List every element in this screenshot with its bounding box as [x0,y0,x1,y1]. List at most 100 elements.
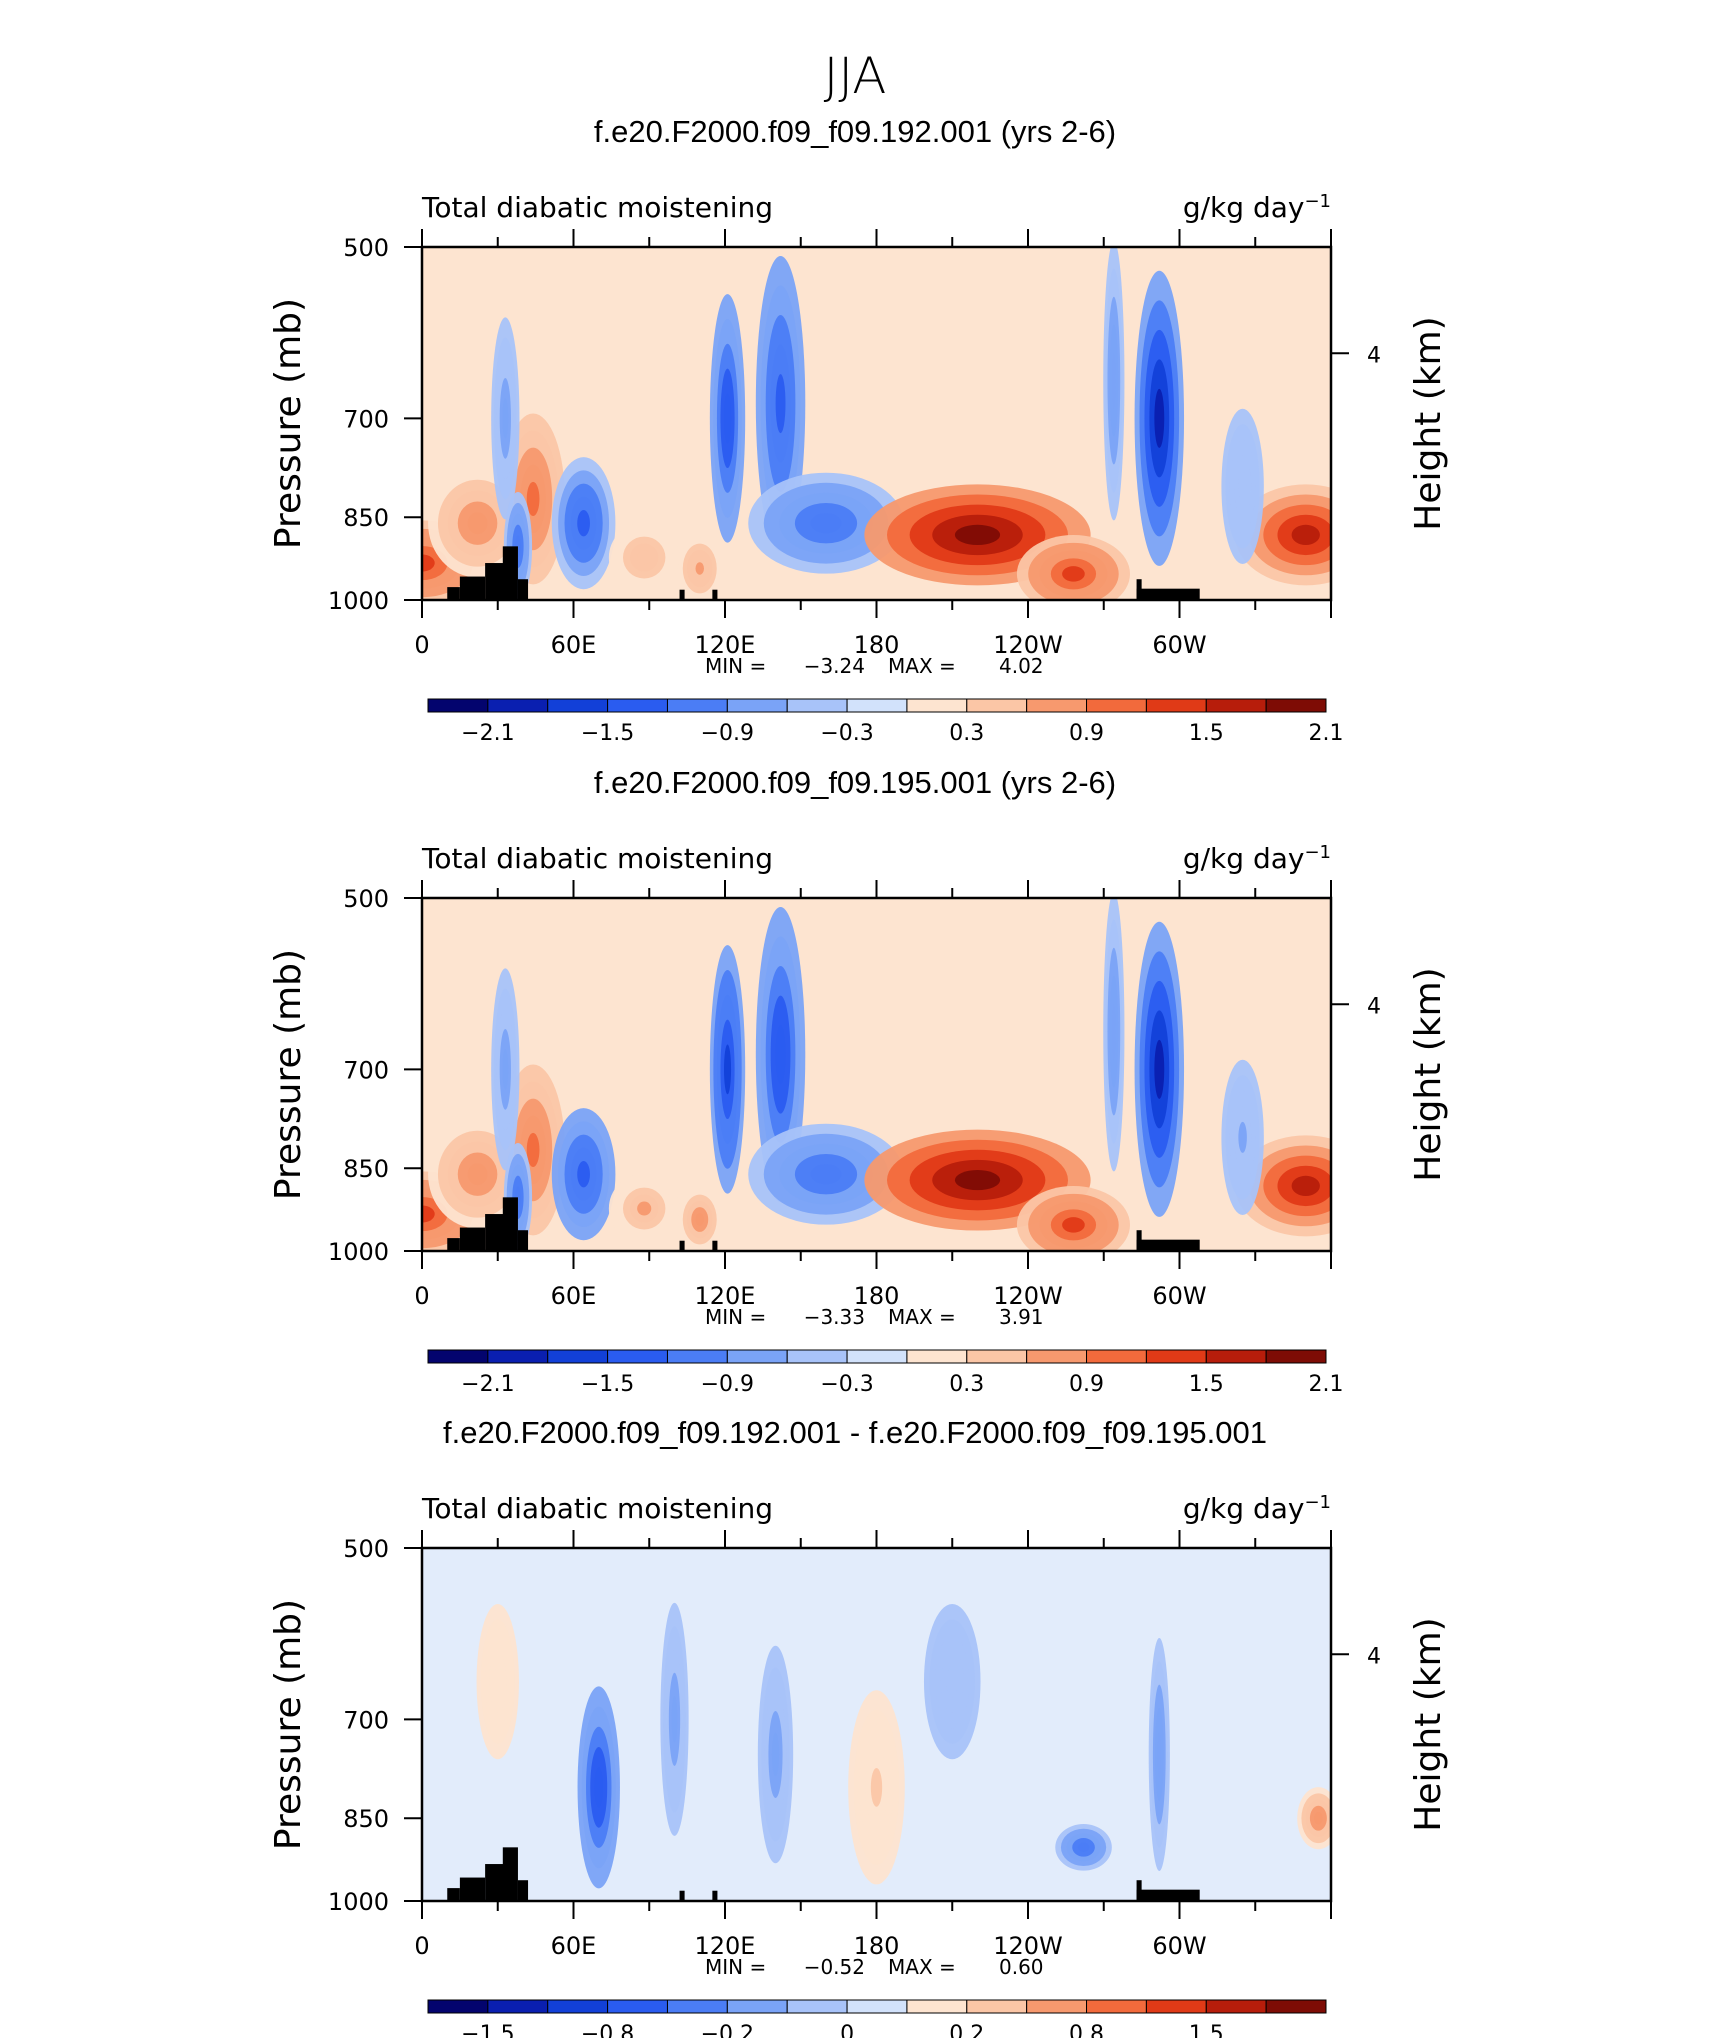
contour-blob [637,550,652,565]
colorbar-label: 0.9 [1069,721,1104,746]
x-tick-label: 180 [854,631,900,659]
contour-blob [1157,1731,1162,1778]
stats-max-value: 4.02 [999,654,1044,678]
contour-blob [1238,470,1247,502]
colorbar: −2.1 −1.5 −0.9 −0.3 0.3 0.9 1.5 2.1 [427,1349,1344,1397]
colorbar-label: −2.1 [461,1372,514,1397]
colorbar-label: 1.5 [1189,721,1224,746]
colorbar-swatch [1205,698,1267,713]
colorbar-swatch [607,1349,668,1364]
y-tick-label: 500 [343,885,389,913]
colorbar-swatch [1026,1349,1088,1364]
contour-blob [771,1732,780,1777]
colorbar-swatch [487,1999,549,2014]
y-tick-label: 1000 [328,1238,389,1266]
y-tick-label: 850 [343,1805,389,1833]
field [422,247,1331,600]
stats-min-label: MIN = [705,1955,766,1979]
colorbar-label: −0.2 [701,2022,754,2038]
topography [459,1227,486,1251]
field [422,1548,1331,1901]
colorbar-swatch [846,1999,908,2014]
y2-tick-label: 4 [1367,994,1381,1019]
topography [447,1888,460,1901]
x-tick-label: 0 [414,631,429,659]
y-axis-label: Pressure (mb) [268,1599,309,1850]
topography [712,1240,718,1251]
colorbar-label: −1.5 [581,1372,634,1397]
panels: f.e20.F2000.f09_f09.192.001 (yrs 2-6) Tot… [268,114,1449,2038]
contour-blob [1314,1812,1323,1825]
topography [1136,1880,1142,1901]
colorbar-swatch [1086,1999,1147,2014]
colorbar-label: −1.5 [581,721,634,746]
topography [517,579,529,600]
colorbar-label: −1.5 [461,2022,514,2038]
panel-title: f.e20.F2000.f09_f09.192.001 (yrs 2-6) [594,114,1116,149]
colorbar-label: −0.3 [820,721,873,746]
colorbar-label: 1.5 [1189,1372,1224,1397]
chart-panel-2: f.e20.F2000.f09_f09.195.001 (yrs 2-6) Tot… [268,765,1449,1397]
contour-blob [810,1164,842,1185]
contour-blob [695,1213,704,1226]
contour-blob [1291,524,1320,545]
chart-panel-3: f.e20.F2000.f09_f09.192.001 - f.e20.F200… [268,1415,1449,2038]
stats-min-label: MIN = [705,1305,766,1329]
stats-min-value: −0.52 [804,1955,865,1979]
colorbar-label: 0.2 [949,2022,984,2038]
y2-tick-label: 4 [1367,343,1381,368]
topography [712,589,718,600]
topography [447,587,460,600]
colorbar-label: −0.3 [820,1372,873,1397]
colorbar-label: −0.9 [701,1372,754,1397]
contour-blob [577,509,590,537]
x-tick-label: 0 [414,1932,429,1960]
topography [679,1890,685,1901]
contour-blob [723,1044,732,1095]
topography [502,1197,518,1251]
colorbar-swatch [666,1999,728,2014]
y2-axis-label: Height (km) [1408,1617,1449,1831]
stats-max-label: MAX = [888,1955,956,1979]
x-tick-label: 120E [695,631,756,659]
colorbar-swatch [786,1999,848,2014]
x-tick-label: 60W [1152,631,1206,659]
contour-blob [946,1666,958,1698]
colorbar-swatch [906,698,968,713]
colorbar-swatch [786,1349,848,1364]
colorbar-swatch [906,1999,968,2014]
contour-blob [422,554,435,572]
contour-blob [1154,1039,1165,1099]
stats-max-value: 0.60 [999,1955,1044,1979]
colorbar-swatch [906,1349,968,1364]
contour-blob [467,512,488,535]
x-tick-label: 60W [1152,1932,1206,1960]
y-tick-label: 850 [343,1155,389,1183]
contour-blob [810,513,842,534]
contour-blob [775,374,786,434]
y2-tick-label: 4 [1367,1644,1381,1669]
x-tick-label: 60W [1152,1282,1206,1310]
colorbar-swatch [666,1349,728,1364]
y-tick-label: 1000 [328,1888,389,1916]
chart-panel-1: f.e20.F2000.f09_f09.192.001 (yrs 2-6) Tot… [268,114,1449,746]
contour-blob [1062,1217,1085,1233]
x-tick-label: 120W [993,1282,1063,1310]
units-exponent: −1 [1304,1492,1331,1513]
contour-blob [695,562,704,575]
contour-blob [954,524,1001,545]
x-tick-label: 180 [854,1282,900,1310]
contour-blob [671,1696,678,1743]
colorbar-swatch [1205,1349,1267,1364]
contour-blob [1154,388,1165,448]
colorbar-swatch [1145,698,1207,713]
y-tick-label: 500 [343,1535,389,1563]
colorbar-swatch [607,1999,668,2014]
contour-blob [1062,566,1085,582]
topography [1136,1230,1142,1251]
y-tick-label: 1000 [328,587,389,615]
y-tick-label: 500 [343,234,389,262]
units-exponent: −1 [1304,842,1331,863]
units-exponent: −1 [1304,191,1331,212]
